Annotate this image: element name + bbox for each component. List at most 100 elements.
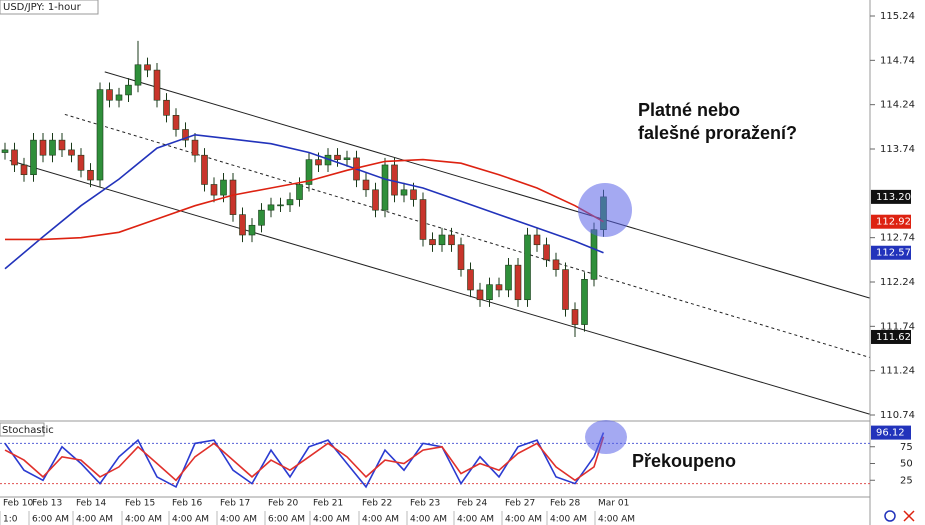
candle-body xyxy=(438,234,446,246)
price-marker-label: 96.12 xyxy=(876,428,905,439)
candle-body xyxy=(58,139,66,151)
time-label: 4:00 AM xyxy=(550,515,587,525)
y-tick-label: 110.74 xyxy=(880,410,915,421)
indicator-label: Stochastic xyxy=(2,425,54,436)
candle-body xyxy=(20,164,28,176)
candle-body xyxy=(524,234,531,301)
candle-body xyxy=(505,264,512,291)
icon[interactable] xyxy=(884,510,896,522)
date-label: Feb 13 xyxy=(32,499,62,509)
candle-body xyxy=(571,309,579,325)
candle-body xyxy=(77,154,85,171)
date-label: Feb 10 xyxy=(3,499,34,509)
candle-body xyxy=(134,64,142,86)
candle-body xyxy=(144,64,151,71)
candle-body xyxy=(39,139,47,156)
candle-body xyxy=(172,115,180,130)
candle-body xyxy=(220,179,227,196)
time-label: 6:00 AM xyxy=(268,515,305,525)
highlight-circle xyxy=(578,183,632,237)
time-label: 6:00 AM xyxy=(32,515,69,525)
y-tick-label: 112.24 xyxy=(880,277,915,288)
candle-body xyxy=(277,204,284,207)
candle-body xyxy=(68,149,75,156)
trendline xyxy=(64,113,870,358)
moving-average xyxy=(5,158,604,241)
candle-body xyxy=(429,239,436,246)
candle-body xyxy=(334,154,341,160)
time-label: 4:00 AM xyxy=(76,515,113,525)
date-label: Feb 15 xyxy=(125,499,155,509)
candle-body xyxy=(305,159,313,185)
candle-body xyxy=(49,139,56,156)
price-marker xyxy=(871,214,911,229)
candle-body xyxy=(381,164,389,211)
time-label: 4:00 AM xyxy=(362,515,399,525)
time-label: 4:00 AM xyxy=(457,515,494,525)
candle-body xyxy=(562,269,569,310)
date-label: Feb 21 xyxy=(313,499,343,509)
candle-body xyxy=(153,69,161,101)
trendline xyxy=(104,71,870,299)
y-tick-label: 112.74 xyxy=(880,233,915,244)
candle-body xyxy=(476,289,484,301)
candle-body xyxy=(400,189,408,196)
candle-body xyxy=(410,189,417,200)
time-label: 4:00 AM xyxy=(220,515,257,525)
candle-body xyxy=(30,139,37,176)
time-label: 4:00 AM xyxy=(598,515,635,525)
moving-average xyxy=(4,133,604,270)
y-tick-label: 115.24 xyxy=(880,11,915,22)
candle-body xyxy=(362,179,370,191)
candle-body xyxy=(239,214,246,236)
price-marker xyxy=(871,189,911,204)
candle-body xyxy=(106,89,113,101)
time-label: 1:0 xyxy=(3,515,18,525)
y-tick-label: 113.74 xyxy=(880,144,915,155)
date-label: Mar 01 xyxy=(598,499,629,509)
title-box xyxy=(0,0,99,15)
annotation: falešné proražení? xyxy=(638,123,797,143)
candle-body xyxy=(267,204,275,211)
candle-body xyxy=(87,169,94,181)
y-tick-label: 111.24 xyxy=(880,366,915,377)
time-label: 4:00 AM xyxy=(505,515,542,525)
candle-body xyxy=(448,234,455,246)
price-marker xyxy=(871,245,911,260)
candle-body xyxy=(590,229,598,280)
stochastic-line xyxy=(4,432,605,489)
candle-body xyxy=(467,269,474,291)
plot: 115.24 114.74 114.24 113.74 112.74 112.24 111.… xyxy=(0,11,915,525)
candle-body xyxy=(115,94,123,101)
candle-body xyxy=(163,99,170,116)
icon[interactable] xyxy=(903,510,915,522)
candle-body xyxy=(96,89,104,181)
price-marker-label: 112.92 xyxy=(876,217,911,228)
candle-body xyxy=(258,209,265,226)
price-marker-label: 113.20 xyxy=(876,192,911,203)
price-marker-label: 111.62 xyxy=(876,332,911,343)
candle-body xyxy=(419,199,427,240)
date-label: Feb 24 xyxy=(457,499,488,509)
chart-title: USD/JPY: 1-hour xyxy=(3,2,82,13)
candle-body xyxy=(182,129,189,141)
time-label: 4:00 AM xyxy=(410,515,447,525)
y-tick-label: 111.74 xyxy=(880,321,915,332)
trendline xyxy=(9,160,870,415)
date-label: Feb 14 xyxy=(76,499,107,509)
candle-body xyxy=(372,189,379,211)
price-marker-label: 112.57 xyxy=(876,248,911,259)
y-tick-label: 75 xyxy=(900,442,913,453)
candle-body xyxy=(495,284,503,291)
candle-body xyxy=(286,199,294,206)
date-label: Feb 20 xyxy=(268,499,299,509)
toolbar-icons[interactable] xyxy=(884,510,915,522)
candle-body xyxy=(552,259,560,270)
candle-body xyxy=(248,224,256,236)
candle-body xyxy=(296,184,303,200)
candle-body xyxy=(581,279,588,325)
price-marker xyxy=(871,329,911,344)
indicator-box xyxy=(0,422,45,437)
date-label: Feb 27 xyxy=(505,499,535,509)
candle-body xyxy=(125,84,132,96)
